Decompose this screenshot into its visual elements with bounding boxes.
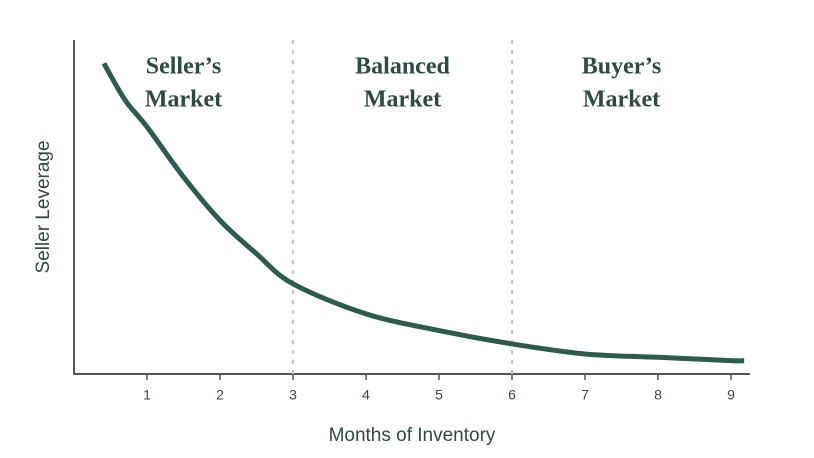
region-label: Seller’s xyxy=(146,54,222,80)
region-label: Market xyxy=(364,87,441,113)
x-tick-label: 5 xyxy=(435,387,443,403)
y-axis-title: Seller Leverage xyxy=(33,140,54,273)
x-tick-label: 7 xyxy=(581,387,589,403)
x-tick-label: 6 xyxy=(508,387,516,403)
region-label: Buyer’s xyxy=(582,54,662,80)
x-tick-label: 3 xyxy=(289,387,297,403)
region-label: Balanced xyxy=(355,54,450,80)
x-tick-label: 2 xyxy=(216,387,224,403)
x-tick-label: 9 xyxy=(727,387,735,403)
region-label: Market xyxy=(145,87,222,113)
curve xyxy=(101,62,745,364)
x-tick-label: 4 xyxy=(362,387,370,403)
x-axis-title: Months of Inventory xyxy=(329,425,496,446)
region-label: Market xyxy=(583,87,660,113)
x-tick-label: 1 xyxy=(143,387,151,403)
x-tick-label: 8 xyxy=(654,387,662,403)
